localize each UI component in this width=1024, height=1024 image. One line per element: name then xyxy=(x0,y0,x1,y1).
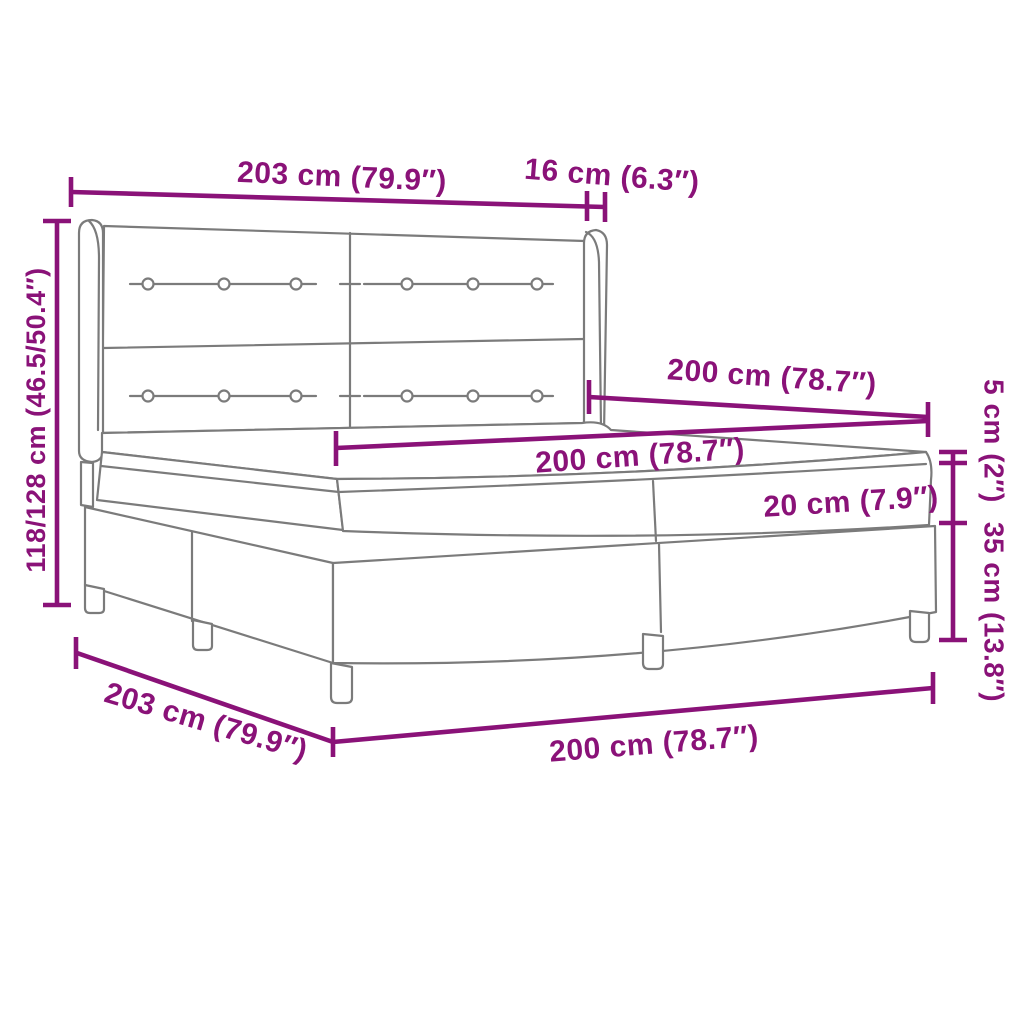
label-total-height: 118/128 cm (46.5/50.4″) xyxy=(21,267,51,572)
headboard-left-wing xyxy=(77,218,105,464)
button-icon xyxy=(141,389,155,403)
bed-line-art xyxy=(77,218,938,705)
headboard-post xyxy=(79,460,95,509)
button-icon xyxy=(217,277,231,291)
bed-leg xyxy=(908,609,931,644)
button-icon xyxy=(530,277,544,291)
label-headboard-width: 203 cm (79.9″) xyxy=(236,156,447,198)
button-icon xyxy=(466,389,480,403)
headboard-face xyxy=(100,224,589,435)
label-bed-depth: 200 cm (78.7″) xyxy=(666,353,878,401)
label-topper-height: 5 cm (2″) xyxy=(979,379,1010,503)
mattress-split-seam xyxy=(651,479,658,543)
button-icon xyxy=(289,277,303,291)
dim-total-height xyxy=(43,218,71,608)
dim-bed-depth xyxy=(586,380,931,437)
button-icon xyxy=(289,389,303,403)
topper-seam-left xyxy=(99,464,341,494)
label-wing-depth: 16 cm (6.3″) xyxy=(523,153,701,200)
base-right-face xyxy=(331,524,938,665)
button-icon xyxy=(530,389,544,403)
dim-headboard-width xyxy=(68,177,608,222)
headboard-mid-seam xyxy=(102,337,586,350)
bed-leg xyxy=(83,583,106,615)
button-icon xyxy=(400,277,414,291)
left-wing-roll-line xyxy=(87,219,101,432)
right-wing-roll-line xyxy=(584,230,603,430)
base-right-seam xyxy=(657,542,663,634)
dim-base-width xyxy=(332,672,936,745)
label-base-height: 35 cm (13.8″) xyxy=(979,522,1010,702)
button-icon xyxy=(217,389,231,403)
dimension-lines xyxy=(43,177,967,757)
topper-seam-front xyxy=(337,462,928,494)
button-icon xyxy=(141,277,155,291)
dim-mattress-width xyxy=(333,418,929,466)
button-icon xyxy=(400,389,414,403)
bed-leg xyxy=(641,632,665,671)
button-icon xyxy=(466,277,480,291)
dim-right-heights xyxy=(939,449,967,643)
label-base-width: 200 cm (78.7″) xyxy=(548,719,760,768)
bed-leg xyxy=(329,661,354,705)
bed-leg xyxy=(191,618,214,652)
